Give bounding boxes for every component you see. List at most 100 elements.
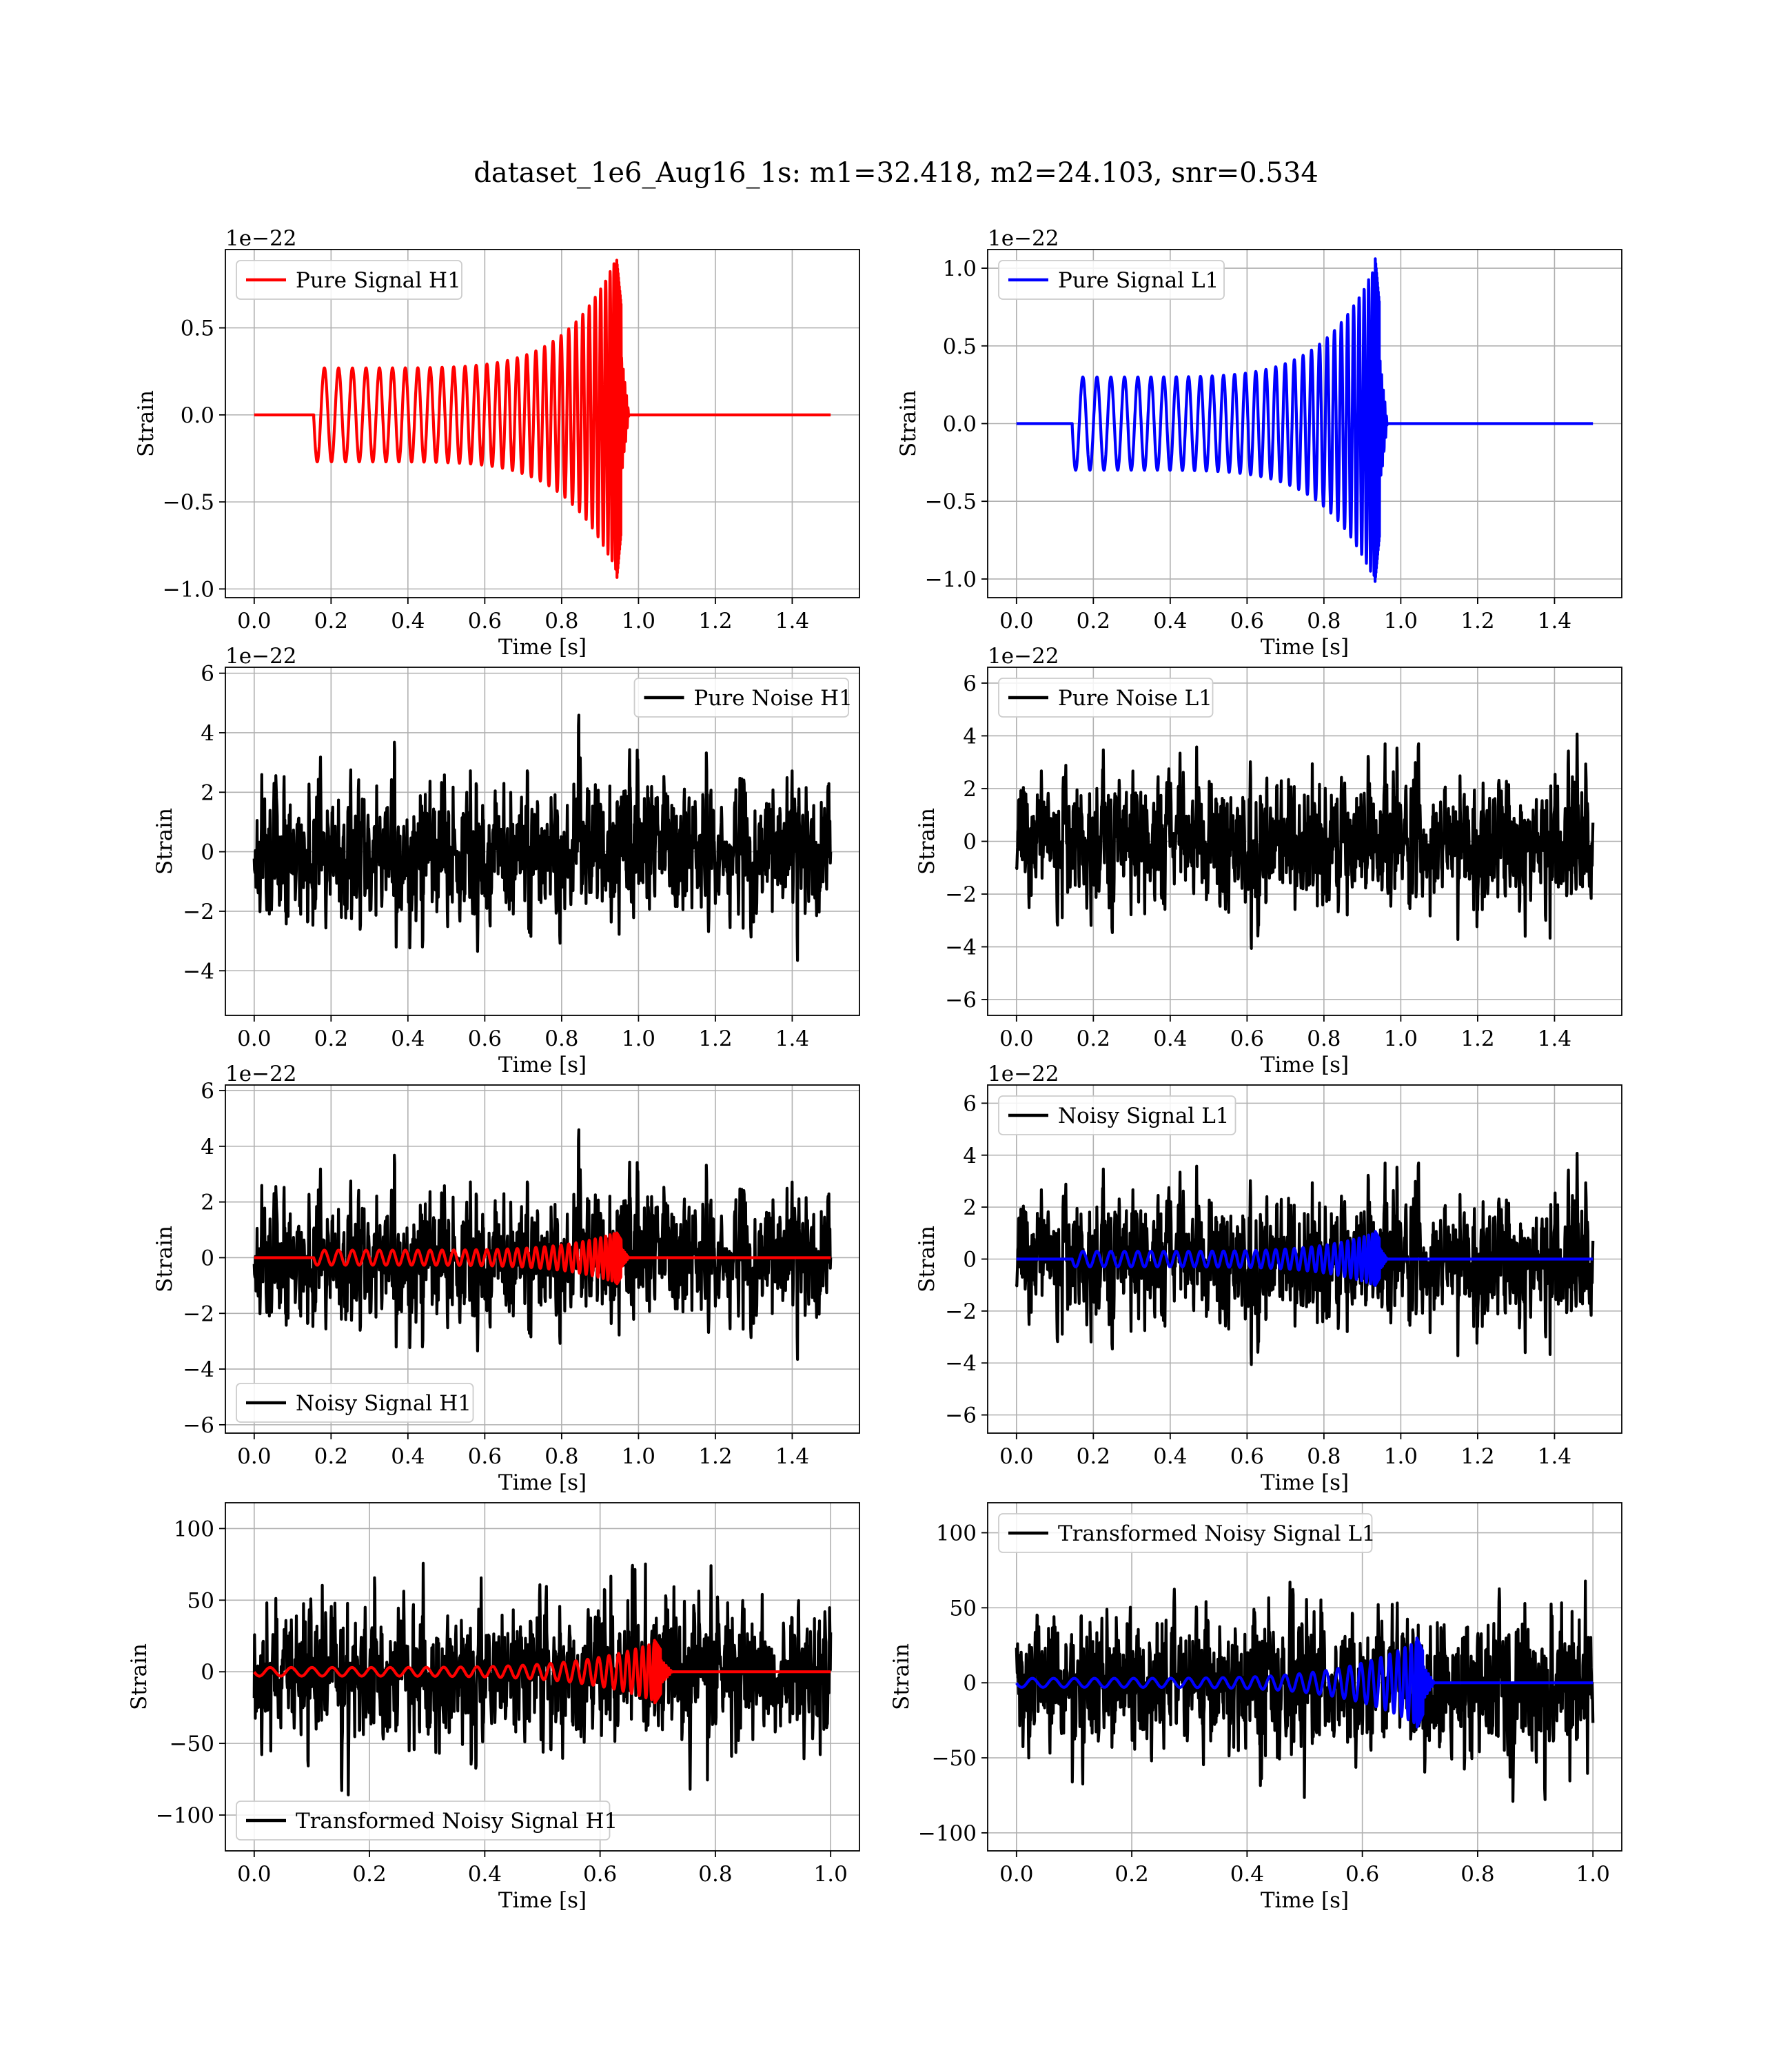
axes-frame (225, 1084, 860, 1434)
y-axis-label: Strain (152, 808, 177, 875)
legend: Pure Signal L1 (998, 260, 1225, 300)
x-tick-label: 0.8 (1307, 609, 1341, 633)
y-tick-label: −0.5 (925, 489, 977, 514)
x-tick-label: 0.0 (237, 1026, 271, 1051)
offset-text: 1e−22 (988, 644, 1059, 669)
legend-label: Noisy Signal H1 (296, 1391, 471, 1416)
y-tick-label: 1.0 (943, 256, 977, 281)
y-tick-label: 0.0 (181, 403, 214, 428)
x-axis-label: Time [s] (1261, 1888, 1349, 1913)
x-tick-label: 0.4 (1153, 609, 1187, 633)
series-line-signal (1016, 257, 1594, 583)
y-tick-label: 0.5 (181, 316, 214, 341)
y-tick-label: 50 (187, 1588, 214, 1613)
legend: Pure Noise L1 (998, 678, 1214, 718)
x-tick-label: 1.0 (1384, 1026, 1418, 1051)
series-line-noise (252, 713, 833, 962)
x-tick-label: 0.0 (237, 1444, 271, 1469)
x-tick-label: 0.6 (1230, 1444, 1264, 1469)
x-tick-label: 0.6 (468, 1444, 502, 1469)
x-tick-label: 0.6 (1230, 1026, 1264, 1051)
subplot-pure-noise-h1: 0.0 0.2 0.4 0.6 0.8 1.0 1.2 1.4 −4 −2 0 2 4 6 Time [s]… (152, 644, 860, 1077)
y-tick-label: 6 (201, 1079, 214, 1104)
y-tick-label: 4 (201, 1135, 214, 1159)
x-tick-label: 0.2 (352, 1862, 386, 1887)
x-tick-label: 0.8 (544, 1026, 578, 1051)
series-line-signal (254, 1231, 832, 1286)
legend-frame (998, 1095, 1236, 1135)
y-tick-label: 6 (963, 671, 977, 696)
y-tick-label: −4 (183, 1357, 214, 1382)
legend-label: Transformed Noisy Signal H1 (296, 1809, 618, 1834)
subplot-noisy-signal-l1: 0.0 0.2 0.4 0.6 0.8 1.0 1.2 1.4 −6 −4 −2 0 2 4 6 Time [… (915, 1062, 1622, 1495)
y-tick-label: −0.5 (163, 490, 214, 515)
x-tick-label: 0.0 (999, 1026, 1033, 1051)
subplot-transformed-noisy-signal-h1: 0.0 0.2 0.4 0.6 0.8 1.0 −100 −50 0 50 100 Time [s] S… (127, 1502, 860, 1913)
legend-label: Pure Noise H1 (694, 686, 853, 711)
y-tick-label: 4 (963, 1144, 977, 1168)
x-tick-label: 0.2 (314, 1444, 348, 1469)
x-tick-label: 0.8 (1307, 1444, 1341, 1469)
x-axis-label: Time [s] (498, 1053, 587, 1077)
legend-frame (236, 1801, 611, 1841)
y-tick-label: −50 (170, 1732, 214, 1756)
legend: Noisy Signal H1 (236, 1383, 474, 1423)
x-tick-label: 0.2 (314, 609, 348, 633)
legend-label: Pure Noise L1 (1058, 686, 1212, 711)
x-axis-label: Time [s] (498, 1888, 587, 1913)
x-tick-label: 0.0 (237, 609, 271, 633)
legend-frame (998, 260, 1225, 300)
x-axis-label: Time [s] (1261, 1053, 1349, 1077)
y-axis-label: Strain (152, 1226, 177, 1292)
y-tick-label: 6 (201, 662, 214, 687)
y-tick-label: −6 (945, 1403, 977, 1428)
x-tick-label: 1.4 (1538, 609, 1571, 633)
x-tick-label: 1.0 (1384, 609, 1418, 633)
x-tick-label: 0.2 (1077, 1026, 1110, 1051)
x-tick-label: 0.0 (237, 1862, 271, 1887)
legend-frame (236, 1383, 474, 1423)
y-tick-label: 4 (963, 724, 977, 749)
subplot-transformed-noisy-signal-l1: 0.0 0.2 0.4 0.6 0.8 1.0 −100 −50 0 50 100 Time [s] S… (889, 1502, 1622, 1913)
x-tick-label: 0.6 (583, 1862, 617, 1887)
x-tick-label: 0.2 (314, 1026, 348, 1051)
x-tick-label: 0.0 (999, 1862, 1033, 1887)
legend-label: Pure Signal H1 (296, 268, 461, 293)
offset-text: 1e−22 (225, 1062, 297, 1086)
series-line-noise (252, 1561, 833, 1796)
x-tick-label: 0.4 (391, 1026, 425, 1051)
x-axis-label: Time [s] (1261, 1470, 1349, 1495)
x-tick-label: 1.2 (698, 609, 732, 633)
x-tick-label: 0.2 (1114, 1862, 1148, 1887)
y-axis-label: Strain (915, 1226, 939, 1292)
x-tick-label: 0.0 (999, 609, 1033, 633)
legend-frame (998, 678, 1214, 718)
y-tick-label: −4 (183, 959, 214, 984)
x-tick-label: 0.8 (544, 609, 578, 633)
y-tick-label: −1.0 (163, 577, 214, 602)
x-tick-label: 0.4 (391, 1444, 425, 1469)
series-line-noise (1015, 732, 1595, 950)
x-tick-label: 0.4 (468, 1862, 502, 1887)
y-tick-label: 50 (950, 1596, 977, 1621)
y-tick-label: 2 (963, 777, 977, 802)
series-line-signal (1015, 1636, 1594, 1729)
x-tick-label: 1.2 (1460, 1026, 1494, 1051)
subplot-pure-signal-h1: 0.0 0.2 0.4 0.6 0.8 1.0 1.2 1.4 −1.0 −0.5 0.0 0.5 Ti… (134, 226, 860, 660)
offset-text: 1e−22 (225, 226, 297, 251)
y-tick-label: 6 (963, 1091, 977, 1116)
y-axis-label: Strain (134, 390, 159, 457)
x-tick-label: 1.0 (814, 1862, 848, 1887)
y-tick-label: −2 (183, 1301, 214, 1326)
legend: Pure Signal H1 (236, 260, 462, 300)
y-axis-label: Strain (127, 1643, 152, 1710)
y-tick-label: −4 (945, 935, 977, 960)
x-tick-label: 1.4 (775, 1026, 809, 1051)
y-tick-label: 4 (201, 721, 214, 746)
x-tick-label: 0.2 (1077, 609, 1110, 633)
x-tick-label: 1.0 (1384, 1444, 1418, 1469)
legend-label: Pure Signal L1 (1058, 268, 1219, 293)
y-tick-label: 0 (963, 1248, 977, 1273)
y-axis-label: Strain (915, 808, 939, 875)
